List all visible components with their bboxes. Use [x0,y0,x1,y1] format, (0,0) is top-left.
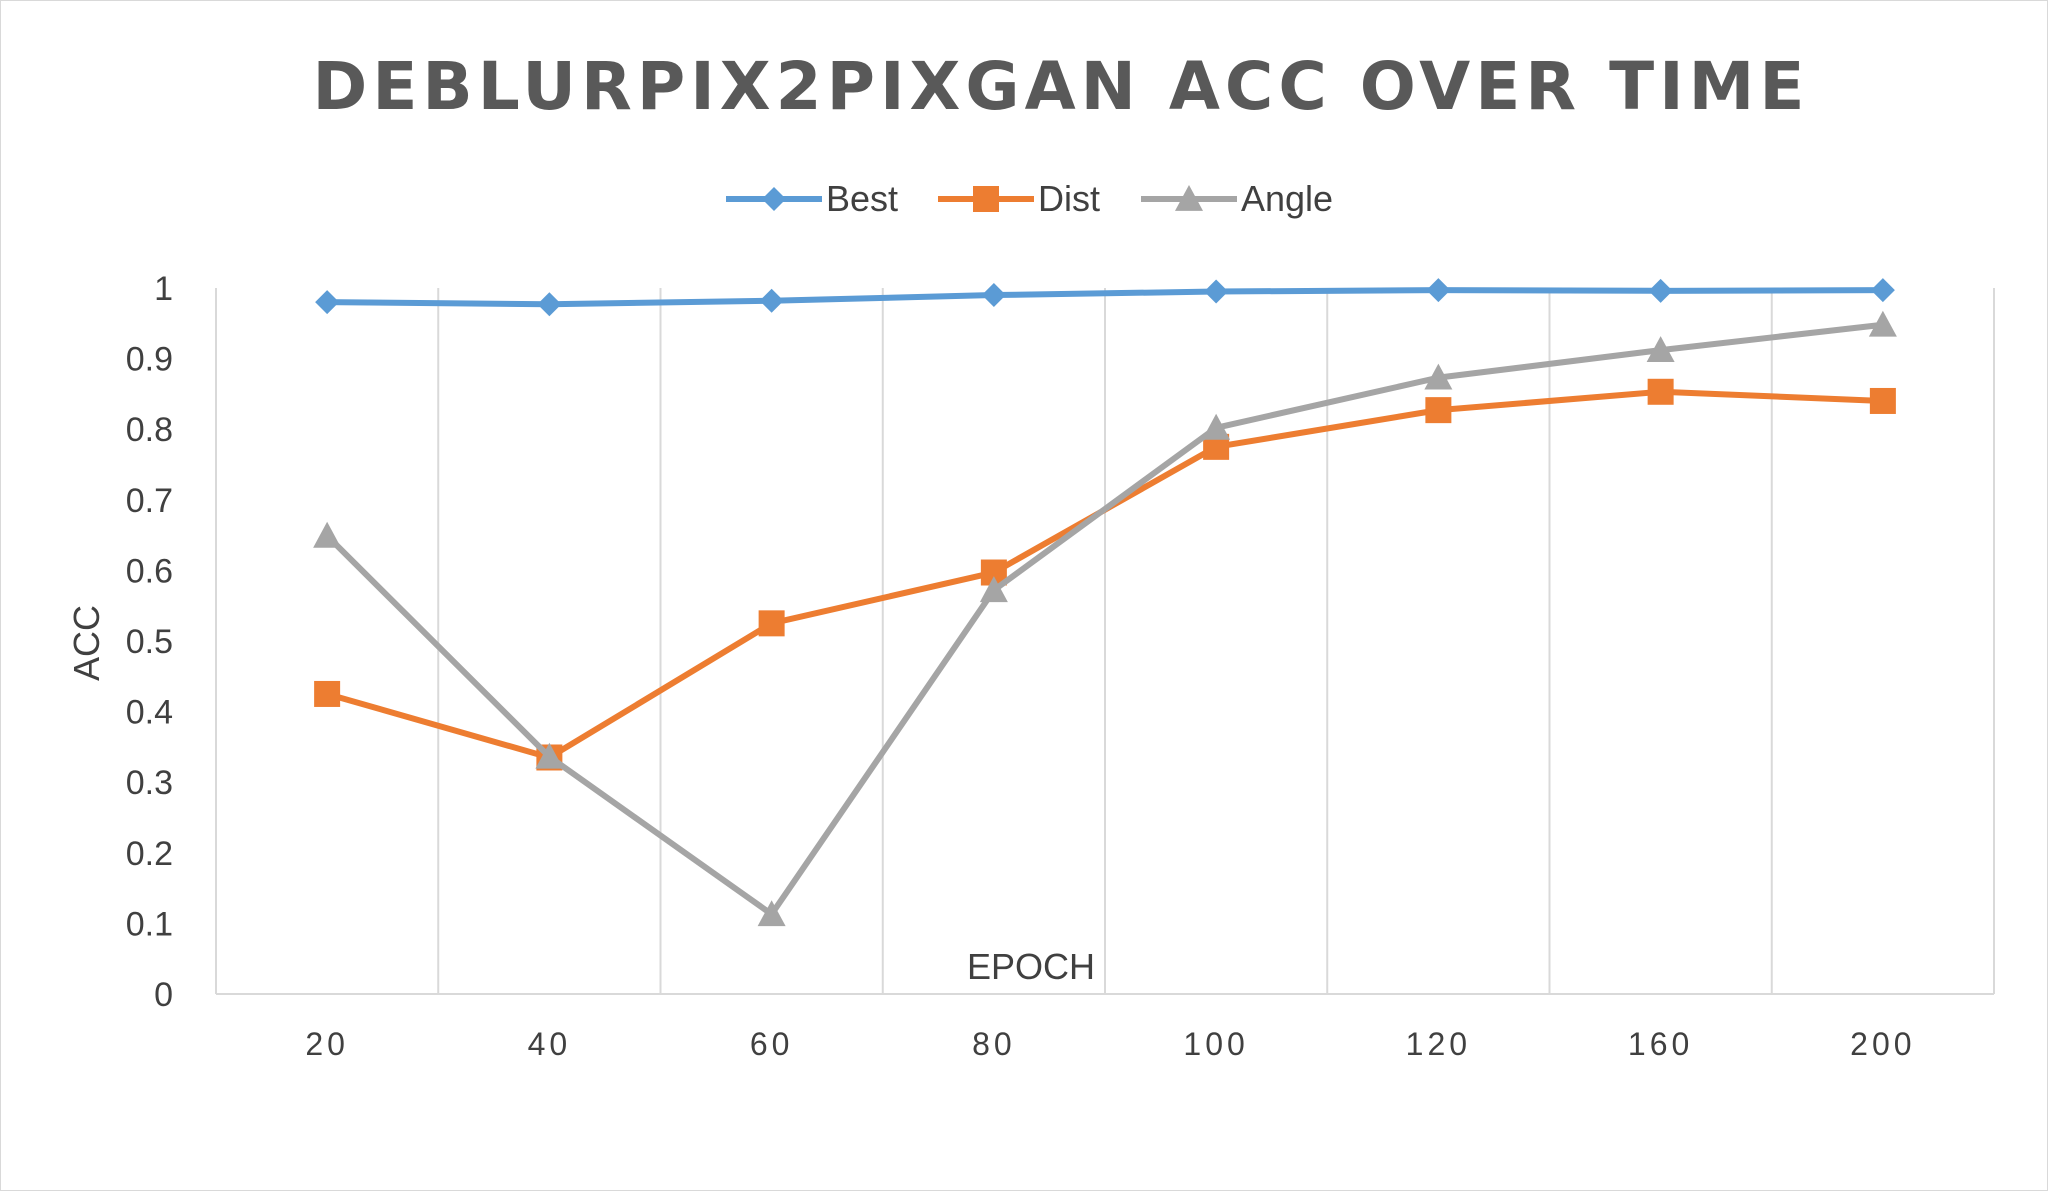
data-point-best [981,283,1006,308]
legend-label-best: Best [826,178,898,219]
legend-marker-dist [973,186,999,212]
chart-title: DEBLURPIX2PIXGAN ACC OVER TIME [313,48,1810,125]
data-point-best [759,288,784,313]
data-point-dist [1425,397,1452,424]
series-layer [313,278,1897,927]
gridlines [215,288,1995,995]
y-tick-label: 0.3 [126,764,173,802]
y-axis-ticks: 0 0.1 0.2 0.3 0.4 0.5 0.6 0.7 0.8 0.9 1 [126,270,173,1014]
y-tick-label: 1 [154,270,173,308]
x-tick-label: 20 [305,1026,349,1062]
series-angle [313,310,1897,927]
series-line-angle [324,321,1886,918]
data-point-best [1426,278,1451,303]
data-point-angle [1868,310,1897,337]
y-axis-label: ACC [66,605,107,681]
legend-label-angle: Angle [1241,178,1333,219]
x-tick-label: 60 [750,1026,794,1062]
data-point-dist [1869,387,1896,414]
x-tick-label: 80 [972,1026,1016,1062]
data-point-best [1648,278,1673,303]
data-point-angle [535,742,564,769]
data-point-angle [979,576,1008,603]
x-axis-ticks: 20 40 60 80 100 120 160 200 [305,1026,1915,1062]
data-point-angle [757,900,786,927]
data-point-angle [1202,413,1231,440]
data-point-best [1204,279,1229,304]
legend-label-dist: Dist [1038,178,1100,219]
legend-marker-best [762,187,786,211]
x-tick-label: 160 [1628,1026,1693,1062]
data-point-dist [314,680,341,707]
y-tick-label: 0.1 [126,905,173,943]
y-tick-label: 0.5 [126,623,173,661]
data-point-angle [313,521,342,548]
series-best [315,278,1895,317]
data-point-angle [1424,363,1453,390]
x-tick-label: 120 [1406,1026,1471,1062]
data-point-dist [1647,378,1674,405]
y-tick-label: 0.8 [126,411,173,449]
y-tick-label: 0.7 [126,482,173,520]
x-axis-label: EPOCH [967,946,1095,987]
data-point-best [315,290,340,315]
data-point-best [1870,278,1895,303]
x-tick-label: 200 [1850,1026,1915,1062]
legend-marker-angle [1175,185,1203,211]
data-point-best [537,292,562,317]
series-line-best [324,287,1886,308]
y-tick-label: 0.4 [126,694,173,732]
y-tick-label: 0.9 [126,341,173,379]
legend: Best Dist Angle [726,178,1333,219]
y-tick-label: 0.2 [126,835,173,873]
data-point-angle [1646,336,1675,363]
y-tick-label: 0 [154,976,173,1014]
x-tick-label: 40 [528,1026,572,1062]
data-point-dist [758,610,785,637]
x-tick-label: 100 [1183,1026,1248,1062]
y-tick-label: 0.6 [126,552,173,590]
